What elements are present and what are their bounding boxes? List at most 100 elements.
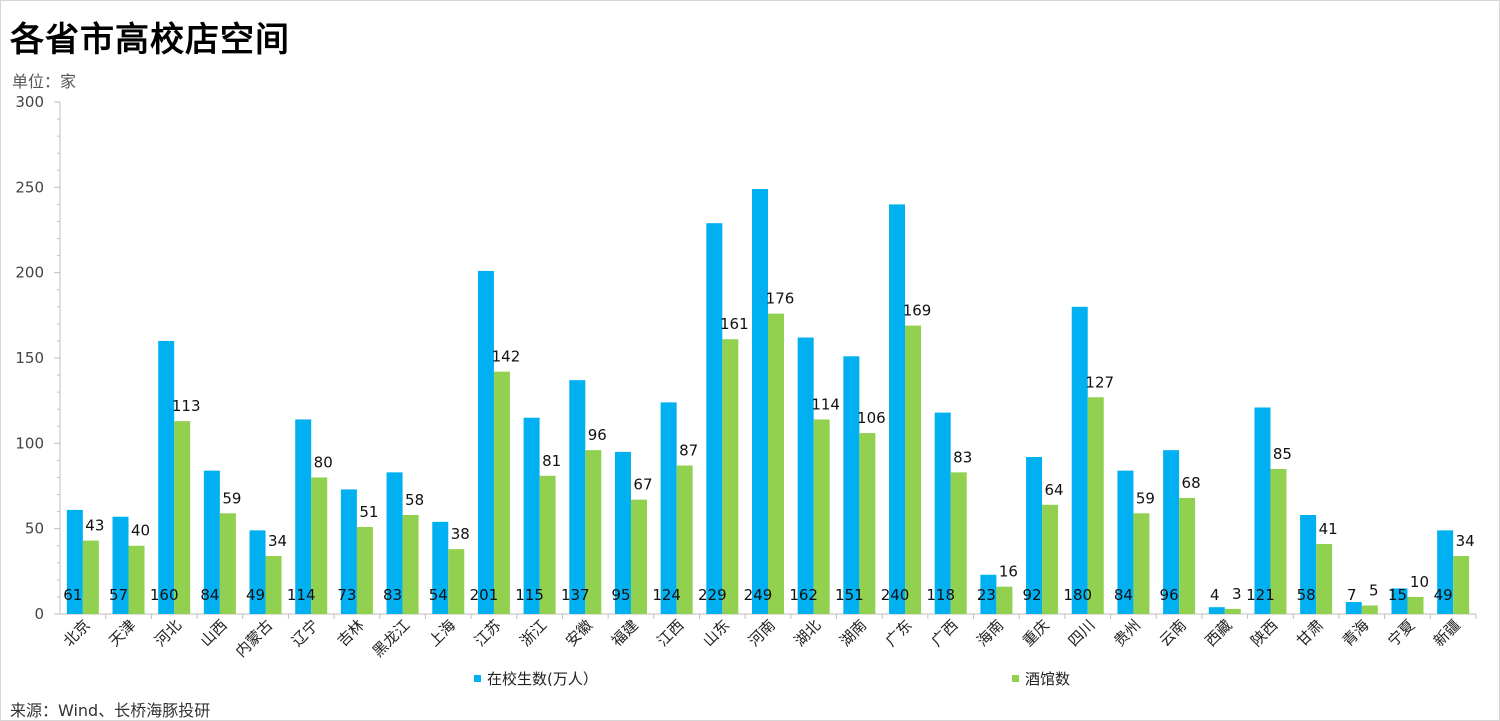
y-tick-label: 200 <box>15 264 44 282</box>
bar-students <box>203 470 220 614</box>
data-label-students: 160 <box>150 586 179 604</box>
data-label-bars: 40 <box>131 522 150 540</box>
bar-students <box>1117 470 1134 614</box>
x-category-label: 陕西 <box>1247 616 1281 650</box>
data-label-bars: 85 <box>1273 445 1292 463</box>
legend-swatch-bars <box>1012 675 1019 682</box>
data-label-students: 49 <box>1434 586 1453 604</box>
data-label-bars: 67 <box>633 476 652 494</box>
data-label-bars: 169 <box>903 302 932 320</box>
x-category-label: 吉林 <box>334 616 368 650</box>
data-label-students: 92 <box>1023 586 1042 604</box>
bar-bars <box>630 499 647 614</box>
bar-students <box>112 516 129 614</box>
x-category-label: 山东 <box>699 616 733 650</box>
bar-bars <box>1407 596 1424 614</box>
data-label-bars: 68 <box>1182 474 1201 492</box>
x-category-label: 四川 <box>1065 616 1099 650</box>
data-label-students: 121 <box>1246 586 1275 604</box>
data-label-students: 57 <box>109 586 128 604</box>
bar-students <box>614 451 631 614</box>
x-category-label: 福建 <box>608 616 642 650</box>
bar-bars <box>1453 555 1470 614</box>
x-category-label: 江西 <box>654 616 688 650</box>
x-category-label: 浙江 <box>516 616 550 650</box>
legend-item-students: 在校生数(万人） <box>474 668 598 689</box>
bar-layer <box>66 189 1470 615</box>
bar-students <box>158 340 175 614</box>
label-layer: 6143574016011384594934114807351835854382… <box>63 290 1474 604</box>
data-label-students: 137 <box>561 586 590 604</box>
bar-bars <box>448 549 465 614</box>
bar-students <box>980 574 997 614</box>
data-label-students: 249 <box>744 586 773 604</box>
bar-bars <box>768 313 784 614</box>
bar-bars <box>1224 608 1241 614</box>
data-label-bars: 87 <box>679 442 698 460</box>
data-label-students: 114 <box>287 586 316 604</box>
bar-students <box>1345 602 1362 614</box>
bar-students <box>660 402 677 614</box>
data-label-students: 58 <box>1297 586 1316 604</box>
data-label-students: 7 <box>1347 586 1357 604</box>
bar-bars <box>676 465 693 614</box>
bar-students <box>1163 450 1180 614</box>
x-category-label: 贵州 <box>1110 616 1144 650</box>
data-label-bars: 41 <box>1319 520 1338 538</box>
x-category-label: 西藏 <box>1202 616 1236 650</box>
bar-students <box>432 521 449 614</box>
data-label-bars: 114 <box>811 395 840 413</box>
bar-bars <box>1361 605 1378 614</box>
x-category-label: 湖南 <box>836 616 870 650</box>
bar-bars <box>1087 397 1104 614</box>
bar-bars <box>539 475 556 614</box>
data-label-students: 124 <box>652 586 681 604</box>
data-label-students: 83 <box>383 586 402 604</box>
bar-bars <box>82 540 99 614</box>
data-label-students: 229 <box>698 586 727 604</box>
x-category-label: 宁夏 <box>1384 616 1418 650</box>
data-label-students: 95 <box>611 586 630 604</box>
unit-label: 单位：家 <box>12 72 77 91</box>
x-category-label: 辽宁 <box>288 616 322 650</box>
bar-bars <box>950 472 967 614</box>
x-category-label: 海南 <box>973 616 1007 650</box>
bar-students <box>249 530 266 614</box>
bar-bars <box>402 515 419 614</box>
bar-students <box>569 380 586 614</box>
y-tick-label: 150 <box>15 349 44 367</box>
data-label-bars: 34 <box>268 532 287 550</box>
legend-swatch-students <box>474 675 481 682</box>
data-label-students: 151 <box>835 586 864 604</box>
legend-label-bars: 酒馆数 <box>1025 670 1071 688</box>
y-tick-label: 0 <box>34 605 44 623</box>
chart-title: 各省市高校店空间 <box>10 20 290 60</box>
bar-students <box>1391 588 1408 614</box>
bar-students <box>889 204 906 614</box>
x-category-label: 山西 <box>197 616 231 650</box>
data-label-students: 180 <box>1063 586 1092 604</box>
bar-students <box>1208 607 1225 614</box>
data-label-students: 201 <box>470 586 499 604</box>
bar-students <box>934 412 951 614</box>
data-label-bars: 58 <box>405 491 424 509</box>
bar-bars <box>1042 504 1059 614</box>
x-category-label: 北京 <box>60 616 94 650</box>
data-label-bars: 59 <box>222 489 241 507</box>
bar-students <box>797 337 814 614</box>
bar-students <box>477 270 494 614</box>
bar-students <box>1026 456 1043 614</box>
bar-bars <box>1133 513 1150 614</box>
bar-bars <box>813 419 830 614</box>
bar-students <box>752 189 768 615</box>
data-label-students: 115 <box>515 586 544 604</box>
data-label-students: 49 <box>246 586 265 604</box>
x-category-label: 新疆 <box>1430 616 1464 650</box>
data-label-students: 84 <box>1114 586 1133 604</box>
legend-item-bars: 酒馆数 <box>1012 668 1070 689</box>
data-label-bars: 83 <box>953 448 972 466</box>
data-label-students: 96 <box>1160 586 1179 604</box>
x-category-label: 甘肃 <box>1293 616 1327 650</box>
bar-bars <box>905 325 922 614</box>
bar-students <box>386 472 403 614</box>
